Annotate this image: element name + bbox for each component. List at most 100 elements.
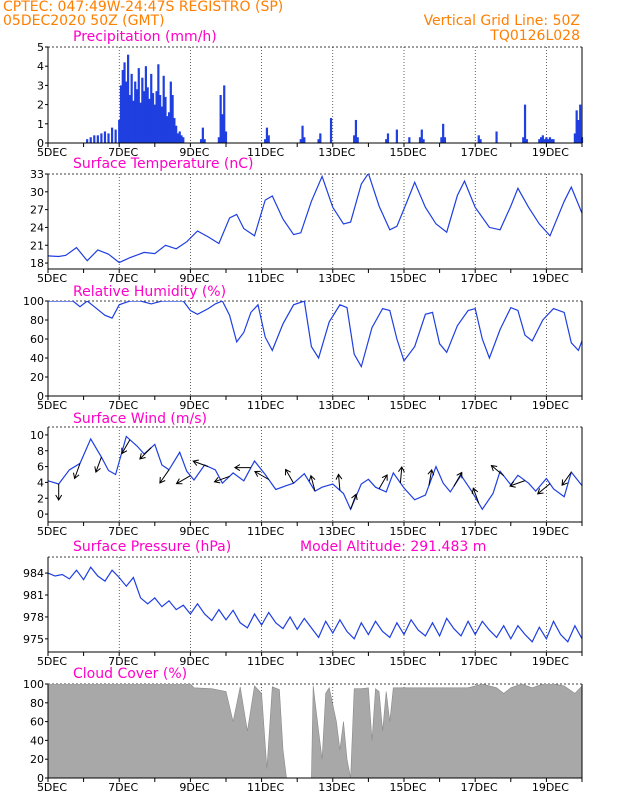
precip-bar [573, 133, 576, 143]
precip-bar [164, 96, 167, 143]
y-tick-label: 24 [30, 221, 44, 234]
precip-bar [522, 137, 525, 143]
precip-bar [180, 135, 183, 143]
wind-arrow-icon [175, 475, 191, 485]
precip-bar [420, 129, 423, 143]
x-tick-label: 19DEC [532, 781, 569, 794]
x-tick-label: 9DEC [179, 272, 209, 285]
wind-arrow-icon [335, 473, 343, 491]
x-tick-label: 19DEC [532, 146, 569, 159]
y-tick-label: 20 [30, 753, 44, 766]
y-tick-label: 981 [23, 589, 44, 602]
precip-bar [319, 133, 322, 143]
x-tick-label: 7DEC [108, 781, 138, 794]
wind-arrow-icon [94, 456, 102, 474]
precipitation-panel: Precipitation (mm/h) 0 1 2 3 4 5 5DEC 7DEC 9DEC 1… [37, 29, 584, 159]
precip-bar [121, 70, 124, 143]
x-tick-label: 7DEC [108, 655, 138, 668]
y-tick-label: 4 [37, 476, 44, 489]
x-tick-label: 13DEC [318, 525, 355, 538]
precip-bar [157, 64, 160, 143]
precip-bar [137, 68, 140, 143]
precip-bar [547, 139, 550, 143]
x-tick-label: 7DEC [108, 146, 138, 159]
precip-bar [135, 89, 139, 143]
cloud-cover-panel: Cloud Cover (%) 0 20 40 60 80 100 5DEC 7DEC 9DEC… [23, 666, 583, 794]
precip-bar [151, 93, 155, 143]
x-tick-label: 17DEC [461, 272, 498, 285]
wind-arrow-icon [285, 468, 295, 484]
precip-bar [107, 133, 110, 143]
y-tick-label: 0 [37, 137, 44, 150]
wind-arrow-icon [233, 464, 251, 472]
y-tick-label: 33 [30, 168, 44, 181]
precip-bar [224, 131, 228, 143]
x-tick-label: 9DEC [179, 146, 209, 159]
y-tick-label: 40 [30, 352, 44, 365]
precip-bar [577, 119, 580, 143]
precip-bar [159, 95, 162, 143]
wind-arrow-icon [139, 447, 152, 460]
x-tick-label: 7DEC [108, 525, 138, 538]
axis-frame [47, 684, 583, 779]
x-tick-label: 11DEC [247, 146, 284, 159]
panel-title: Surface Wind (m/s) [73, 411, 207, 427]
x-tick-label: 15DEC [389, 399, 426, 412]
precip-bar [552, 139, 555, 143]
y-tick-label: 60 [30, 716, 44, 729]
wind-arrow-icon [453, 471, 463, 487]
x-tick-label: 9DEC [179, 399, 209, 412]
x-tick-label: 15DEC [389, 272, 426, 285]
x-tick-label: 7DEC [108, 399, 138, 412]
y-tick-label: 3 [37, 79, 44, 92]
precip-bar [173, 118, 176, 143]
precip-bar [545, 137, 548, 143]
wind-arrow-icon [490, 464, 505, 477]
precip-bar [119, 85, 123, 143]
x-tick-label: 19DEC [532, 272, 569, 285]
y-tick-label: 27 [30, 204, 44, 217]
y-tick-label: 18 [30, 257, 44, 270]
x-tick-label: 15DEC [389, 146, 426, 159]
x-tick-label: 17DEC [461, 781, 498, 794]
precip-bar [422, 139, 425, 143]
panel-title: Precipitation (mm/h) [73, 29, 217, 45]
precip-bar [127, 54, 130, 143]
precip-bar [123, 62, 126, 143]
x-tick-label: 11DEC [247, 399, 284, 412]
wind-arrow-icon [427, 468, 435, 486]
precip-bar [169, 81, 172, 143]
x-tick-label: 9DEC [179, 781, 209, 794]
precip-bar [353, 135, 356, 143]
x-tick-label: 17DEC [461, 655, 498, 668]
precip-bar [329, 118, 333, 143]
series-line [48, 174, 582, 264]
axis-frame [47, 174, 583, 270]
precip-bar [155, 91, 158, 143]
precip-bar [162, 75, 165, 143]
precip-bar [201, 127, 204, 143]
x-tick-label: 17DEC [461, 399, 498, 412]
x-tick-label: 9DEC [179, 655, 209, 668]
precip-bar [103, 131, 107, 143]
x-tick-label: 13DEC [318, 272, 355, 285]
x-tick-label: 17DEC [461, 146, 498, 159]
x-tick-label: 13DEC [318, 146, 355, 159]
wind-arrow-icon [561, 471, 572, 486]
wind-arrow-icon [350, 493, 358, 510]
y-tick-label: 100 [23, 678, 44, 691]
precip-bar [317, 139, 320, 143]
y-tick-label: 5 [37, 41, 44, 54]
x-tick-label: 11DEC [247, 655, 284, 668]
precip-bar [440, 137, 443, 143]
precip-bar [110, 127, 114, 143]
y-tick-label: 40 [30, 734, 44, 747]
y-tick-label: 30 [30, 186, 44, 199]
series-line [48, 435, 582, 511]
y-tick-label: 0 [37, 508, 44, 521]
precip-bar [153, 104, 156, 143]
precip-bar [495, 131, 498, 143]
precip-bar [143, 91, 146, 143]
wind-arrow-icon [73, 463, 81, 480]
